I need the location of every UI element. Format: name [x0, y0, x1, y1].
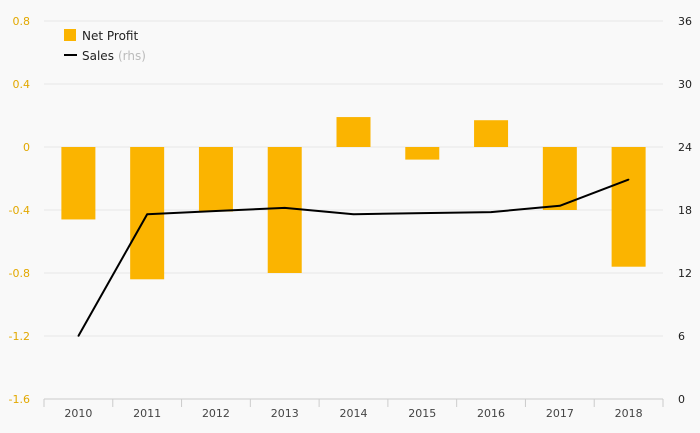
y-right-tick-label: 30: [678, 78, 692, 91]
x-tick-label: 2013: [271, 407, 299, 420]
y-left-tick-label: -1.6: [9, 393, 30, 406]
x-tick-label: 2012: [202, 407, 230, 420]
sales-point: [77, 335, 80, 337]
y-right-tick-label: 24: [678, 141, 692, 154]
net-profit-bar: [198, 147, 233, 212]
axes: 0.8 0.4 0 -0.4 -0.8 -1.2 -1.6 36 30 24 18 12 6 0 2010 2…: [9, 15, 692, 420]
x-tick-label: 2016: [477, 407, 505, 420]
sales-point: [215, 210, 217, 212]
net-profit-bar: [474, 120, 509, 147]
legend-swatch-net-profit: [64, 29, 76, 41]
y-right-tick-label: 18: [678, 204, 692, 217]
x-tick-label: 2018: [615, 407, 643, 420]
x-tick-label: 2015: [408, 407, 436, 420]
y-left-tick-label: -0.8: [9, 267, 30, 280]
sales-point: [283, 207, 286, 209]
net-profit-bar: [61, 147, 96, 220]
y-right-tick-label: 12: [678, 267, 692, 280]
legend-label-net-profit: Net Profit: [82, 29, 138, 43]
sales-point: [559, 205, 561, 207]
y-right-tick-label: 6: [678, 330, 685, 343]
net-profit-bar: [542, 147, 577, 210]
net-profit-bar: [611, 147, 646, 267]
x-tick-label: 2017: [546, 407, 574, 420]
y-left-tick-label: -1.2: [9, 330, 30, 343]
legend-label-sales-name: Sales: [82, 49, 114, 63]
net-profit-bar: [336, 117, 371, 147]
y-left-tick-label: 0: [23, 141, 30, 154]
legend: Net Profit Sales (rhs): [64, 29, 146, 63]
net-profit-bars: [61, 117, 646, 280]
sales-point: [627, 178, 630, 181]
net-profit-bar: [267, 147, 302, 273]
net-profit-bar: [405, 147, 440, 160]
x-tick-label: 2010: [64, 407, 92, 420]
sales-point: [490, 211, 492, 213]
legend-label-sales-suffix: (rhs): [118, 49, 146, 63]
x-tick-label: 2014: [340, 407, 368, 420]
y-left-tick-label: -0.4: [9, 204, 30, 217]
y-right-tick-label: 0: [678, 393, 685, 406]
sales-line-group: [77, 178, 630, 337]
y-right-tick-label: 36: [678, 15, 692, 28]
sales-point: [421, 212, 424, 214]
y-left-tick-label: 0.8: [13, 15, 31, 28]
legend-label-sales: Sales (rhs): [82, 49, 146, 63]
sales-point: [146, 213, 148, 215]
y-left-tick-label: 0.4: [13, 78, 31, 91]
sales-point: [352, 213, 355, 215]
x-tick-label: 2011: [133, 407, 161, 420]
